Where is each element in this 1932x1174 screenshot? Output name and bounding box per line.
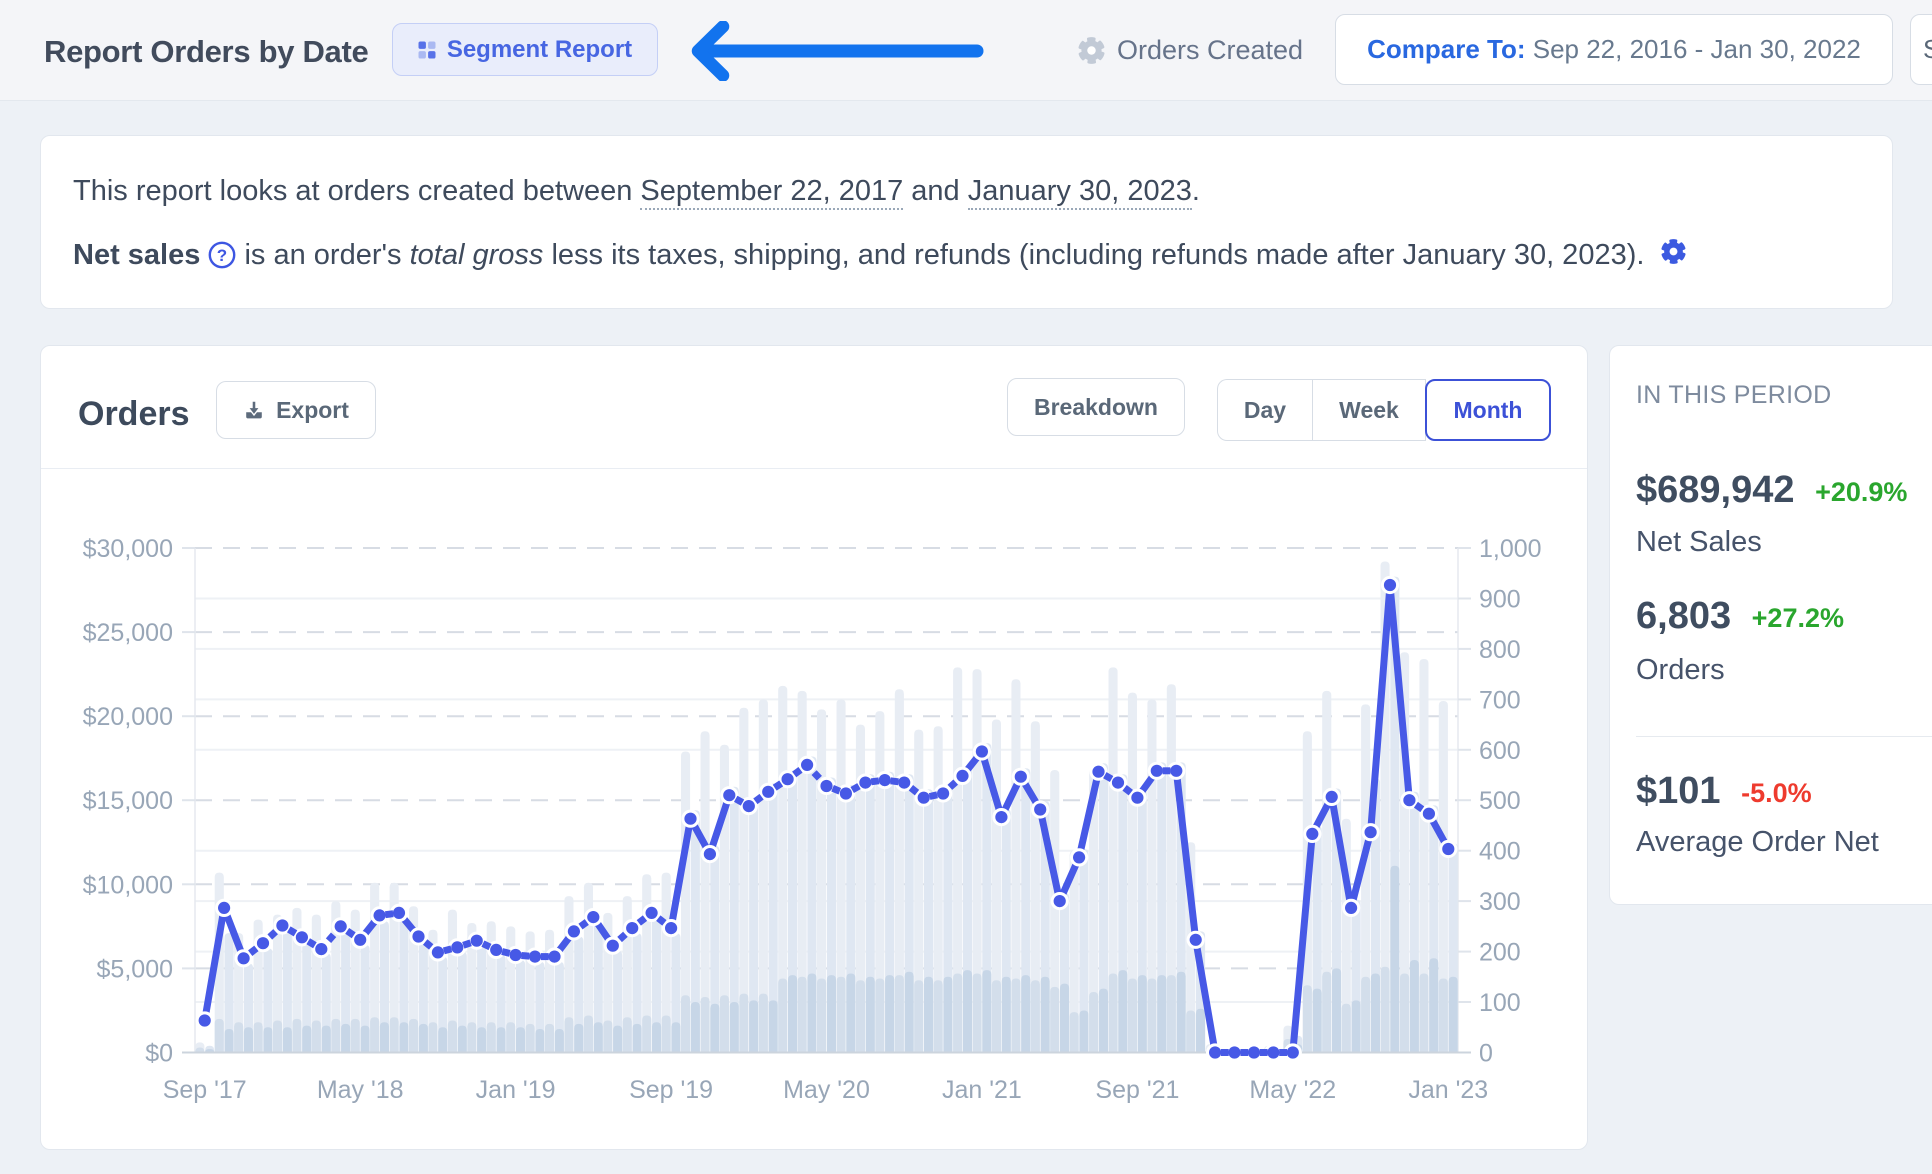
svg-text:$25,000: $25,000 — [83, 619, 173, 647]
svg-text:700: 700 — [1479, 686, 1521, 714]
svg-text:Sep '21: Sep '21 — [1095, 1076, 1179, 1104]
svg-text:1,000: 1,000 — [1479, 535, 1542, 563]
svg-text:200: 200 — [1479, 939, 1521, 967]
svg-text:May '18: May '18 — [317, 1076, 404, 1104]
svg-text:300: 300 — [1479, 888, 1521, 916]
svg-text:$20,000: $20,000 — [83, 703, 173, 731]
svg-text:100: 100 — [1479, 989, 1521, 1017]
svg-text:?: ? — [217, 246, 227, 265]
svg-text:500: 500 — [1479, 787, 1521, 815]
svg-text:Jan '21: Jan '21 — [942, 1076, 1022, 1104]
svg-text:900: 900 — [1479, 586, 1521, 614]
svg-text:Sep '19: Sep '19 — [629, 1076, 713, 1104]
svg-text:Jan '23: Jan '23 — [1408, 1076, 1488, 1104]
svg-text:600: 600 — [1479, 737, 1521, 765]
svg-text:0: 0 — [1479, 1040, 1493, 1068]
svg-text:$0: $0 — [145, 1040, 173, 1068]
svg-text:400: 400 — [1479, 838, 1521, 866]
svg-text:$5,000: $5,000 — [97, 955, 173, 983]
svg-text:$10,000: $10,000 — [83, 871, 173, 899]
svg-text:Jan '19: Jan '19 — [476, 1076, 556, 1104]
svg-text:May '22: May '22 — [1249, 1076, 1336, 1104]
svg-text:$30,000: $30,000 — [83, 535, 173, 563]
svg-text:$15,000: $15,000 — [83, 787, 173, 815]
svg-text:800: 800 — [1479, 636, 1521, 664]
svg-text:May '20: May '20 — [783, 1076, 870, 1104]
svg-text:Sep '17: Sep '17 — [163, 1076, 247, 1104]
